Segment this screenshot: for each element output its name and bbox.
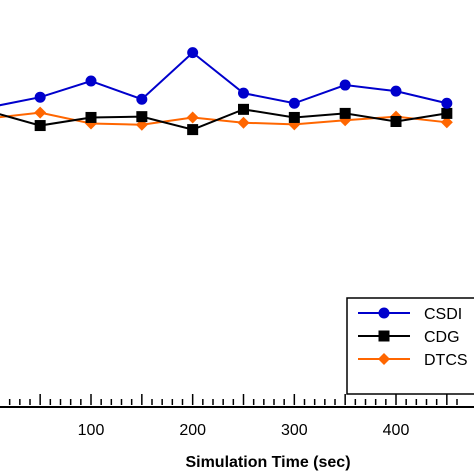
data-point-circle [85,75,97,87]
series-line [0,51,448,107]
data-point-square [34,120,46,132]
data-point-diamond [186,111,199,124]
series-csdi [0,47,453,109]
data-point-circle [339,79,351,91]
x-axis-title: Simulation Time (sec) [185,454,350,471]
data-point-circle [378,307,390,319]
data-point-square [339,107,351,119]
legend-label: DTCS [424,352,468,369]
data-point-circle [136,93,148,105]
data-point-square [238,103,249,115]
x-axis-tick-labels: 100 200 300 400 [78,422,410,439]
data-point-diamond [440,116,453,129]
data-point-circle [441,97,453,109]
data-point-diamond [237,116,250,129]
x-tick-label: 200 [179,422,206,439]
legend-label: CSDI [424,306,462,323]
data-point-circle [187,47,199,59]
data-point-square [390,116,402,127]
data-point-circle [238,87,249,99]
series-cdg [0,103,453,136]
data-point-square [441,107,453,119]
series-dtcs [0,106,453,131]
legend-label: CDG [424,329,460,346]
plot-frame [0,406,474,408]
series-line [0,108,447,131]
data-point-square [85,111,97,123]
data-point-square [378,330,390,342]
data-point-circle [288,97,300,109]
data-point-diamond [378,353,390,365]
x-tick-label: 400 [383,422,410,439]
x-axis-ticks [8,394,458,405]
x-tick-label: 100 [78,422,105,439]
legend: CSDI CDG DTCS [346,297,474,395]
data-point-circle [34,91,46,103]
x-tick-label: 300 [281,422,308,439]
series-layer [0,47,453,136]
data-point-square [187,124,199,136]
data-point-diamond [34,106,47,119]
data-point-square [288,111,300,123]
data-point-circle [390,85,402,97]
data-point-square [136,111,148,123]
